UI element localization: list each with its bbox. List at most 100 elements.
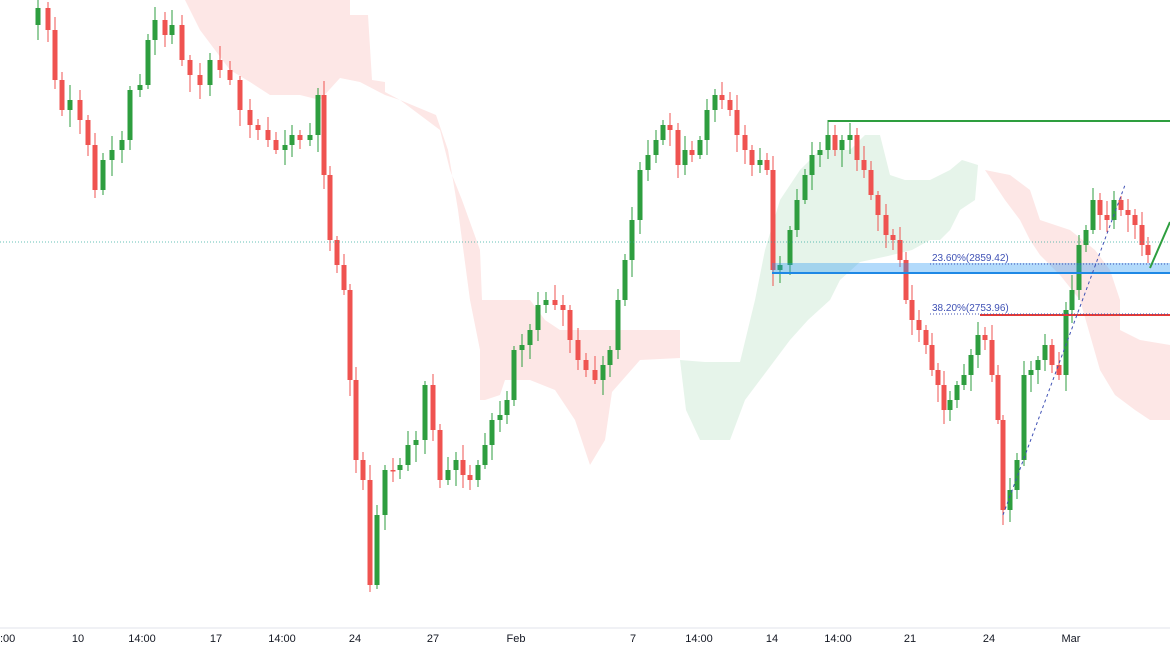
candle-down bbox=[217, 60, 223, 70]
candle-up bbox=[152, 20, 158, 40]
candle-down bbox=[583, 360, 589, 370]
candle-up bbox=[35, 8, 41, 25]
candle-down bbox=[742, 135, 748, 150]
candle-down bbox=[935, 370, 941, 385]
candle-down bbox=[560, 305, 566, 310]
candle-up bbox=[1014, 460, 1020, 490]
x-tick: 14:00 bbox=[128, 633, 156, 645]
candle-down bbox=[197, 75, 203, 85]
candle-down bbox=[187, 60, 193, 75]
candle-down bbox=[1145, 245, 1151, 255]
candle-down bbox=[1139, 225, 1145, 245]
candle-down bbox=[1000, 420, 1006, 510]
projection-arrow bbox=[1149, 221, 1170, 269]
candle-up bbox=[511, 350, 517, 400]
candle-down bbox=[321, 95, 327, 175]
candle-up bbox=[109, 150, 115, 160]
support-zone-band bbox=[772, 263, 1170, 274]
candle-down bbox=[575, 340, 581, 360]
candle-down bbox=[861, 160, 867, 170]
x-tick: 21 bbox=[904, 633, 916, 645]
x-tick: 10 bbox=[72, 633, 84, 645]
candle-up bbox=[1021, 375, 1027, 460]
candle-up bbox=[697, 140, 703, 155]
candle-up bbox=[794, 200, 800, 230]
candle-up bbox=[489, 420, 495, 445]
candle-down bbox=[903, 260, 909, 300]
candle-down bbox=[727, 100, 733, 110]
candle-up bbox=[660, 125, 666, 140]
candle-down bbox=[162, 20, 168, 35]
fib-trend-line bbox=[1002, 184, 1126, 516]
candle-up bbox=[397, 465, 403, 470]
candle-up bbox=[825, 135, 831, 150]
candle-up bbox=[535, 305, 541, 330]
candle-down bbox=[1056, 365, 1062, 375]
candle-up bbox=[169, 25, 175, 35]
candle-down bbox=[247, 110, 253, 125]
x-tick: :00 bbox=[0, 633, 15, 645]
candle-down bbox=[592, 370, 598, 380]
candle-up bbox=[1069, 290, 1075, 310]
x-tick: 14:00 bbox=[685, 633, 713, 645]
candle-up bbox=[445, 470, 451, 480]
candle-up bbox=[1076, 245, 1082, 290]
candle-up bbox=[315, 95, 321, 135]
candle-up bbox=[682, 150, 688, 165]
candle-up bbox=[119, 140, 125, 150]
candle-down bbox=[430, 385, 436, 430]
x-tick: Mar bbox=[1062, 633, 1081, 645]
x-tick: 14:00 bbox=[268, 633, 296, 645]
candle-down bbox=[941, 385, 947, 410]
candle-down bbox=[334, 240, 340, 265]
candle-down bbox=[567, 310, 573, 340]
candle-up bbox=[374, 515, 380, 585]
candle-down bbox=[347, 290, 353, 380]
x-tick: 14 bbox=[766, 633, 778, 645]
candle-down bbox=[59, 80, 65, 110]
candle-down bbox=[854, 135, 860, 160]
candle-down bbox=[327, 175, 333, 240]
candle-down bbox=[77, 100, 83, 120]
candle-down bbox=[916, 320, 922, 330]
support-zone bbox=[772, 263, 1170, 274]
candle-down bbox=[460, 460, 466, 475]
candle-down bbox=[367, 480, 373, 585]
candle-down bbox=[883, 215, 889, 235]
candle-up bbox=[1111, 200, 1117, 220]
candle-down bbox=[1104, 215, 1110, 220]
candle-up bbox=[519, 345, 525, 350]
candle-up bbox=[653, 140, 659, 155]
candle-down bbox=[982, 335, 988, 340]
x-tick: 27 bbox=[427, 633, 439, 645]
candle-down bbox=[995, 375, 1001, 420]
candle-up bbox=[1035, 360, 1041, 370]
candle-down bbox=[689, 150, 695, 155]
candle-up bbox=[382, 470, 388, 515]
x-tick: 14:00 bbox=[824, 633, 852, 645]
candlestick-series bbox=[35, 0, 1151, 592]
candle-up bbox=[282, 145, 288, 150]
candle-up bbox=[145, 40, 151, 85]
candle-up bbox=[645, 155, 651, 170]
candle-up bbox=[1090, 200, 1096, 230]
candle-down bbox=[868, 170, 874, 195]
candle-up bbox=[947, 400, 953, 410]
candle-down bbox=[85, 120, 91, 145]
candle-up bbox=[127, 90, 133, 140]
candle-up bbox=[482, 445, 488, 465]
candle-up bbox=[629, 220, 635, 260]
candle-up bbox=[622, 260, 628, 300]
candle-down bbox=[764, 160, 770, 170]
candle-down bbox=[667, 125, 673, 130]
candle-down bbox=[770, 170, 776, 270]
x-tick: 7 bbox=[630, 633, 636, 645]
candle-down bbox=[1097, 200, 1103, 215]
candle-down bbox=[437, 430, 443, 480]
candle-up bbox=[527, 330, 533, 345]
candle-up bbox=[307, 135, 313, 140]
candle-down bbox=[719, 95, 725, 100]
candle-down bbox=[909, 300, 915, 320]
candle-down bbox=[341, 265, 347, 290]
